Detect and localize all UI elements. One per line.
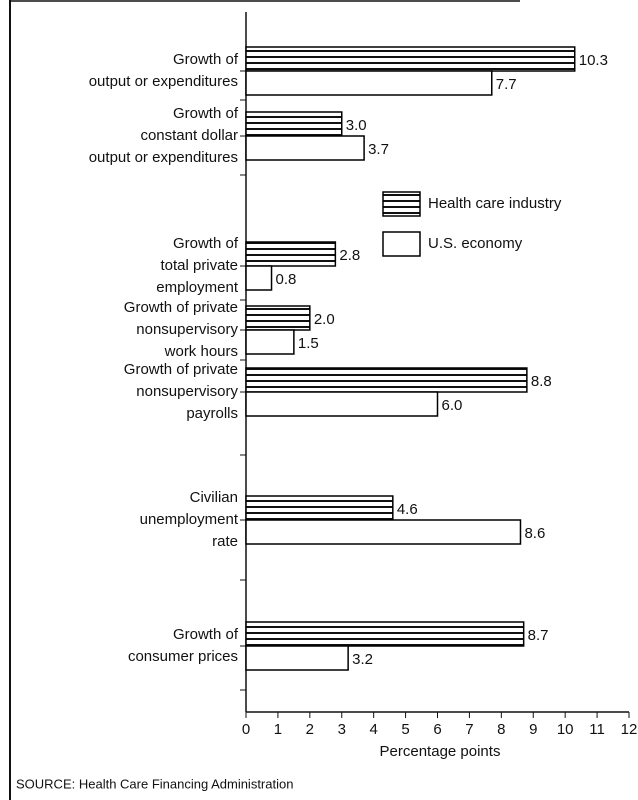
- category-label: payrolls: [186, 405, 238, 422]
- bar: [245, 111, 343, 137]
- category-label: work hours: [164, 343, 238, 360]
- category-label: Growth of: [173, 235, 239, 252]
- value-label: 3.2: [352, 651, 373, 668]
- category-label: nonsupervisory: [136, 321, 238, 338]
- value-label: 8.7: [528, 627, 549, 644]
- bar: [245, 621, 525, 647]
- category-label: Growth of: [173, 51, 239, 68]
- bar: [245, 519, 522, 545]
- category-label: Growth of private: [124, 299, 238, 316]
- value-label: 4.6: [397, 501, 418, 518]
- legend-swatch: [382, 191, 421, 217]
- value-label: 6.0: [442, 397, 463, 414]
- x-tick-label: 3: [338, 721, 346, 738]
- value-label: 8.6: [524, 525, 545, 542]
- value-label: 2.0: [314, 311, 335, 328]
- category-label: Growth of private: [124, 361, 238, 378]
- category-label: total private: [160, 257, 238, 274]
- category-label: output or expenditures: [89, 73, 238, 90]
- x-axis-title: Percentage points: [380, 743, 501, 760]
- x-tick-label: 11: [589, 721, 605, 738]
- bar: [245, 135, 365, 161]
- bar: [245, 645, 349, 671]
- x-tick-label: 8: [497, 721, 505, 738]
- bar: [245, 46, 576, 72]
- x-tick-label: 6: [433, 721, 441, 738]
- x-tick-label: 1: [274, 721, 282, 738]
- bar: [245, 70, 493, 96]
- bar: [245, 265, 273, 291]
- value-label: 8.8: [531, 373, 552, 390]
- category-label: employment: [156, 279, 239, 296]
- value-label: 3.7: [368, 141, 389, 158]
- x-tick-label: 9: [529, 721, 537, 738]
- x-tick-label: 12: [621, 721, 638, 738]
- category-label: Civilian: [190, 489, 238, 506]
- legend-label: U.S. economy: [428, 235, 523, 252]
- bar: [245, 391, 439, 417]
- x-tick-label: 5: [401, 721, 409, 738]
- value-label: 3.0: [346, 117, 367, 134]
- category-label: unemployment: [140, 511, 239, 528]
- category-label: constant dollar: [140, 127, 238, 144]
- category-label: Growth of: [173, 626, 239, 643]
- x-tick-label: 4: [369, 721, 377, 738]
- x-tick-label: 0: [242, 721, 250, 738]
- category-label: rate: [212, 533, 238, 550]
- category-label: Growth of: [173, 105, 239, 122]
- category-label: output or expenditures: [89, 149, 238, 166]
- legend-swatch: [382, 231, 421, 257]
- value-label: 7.7: [496, 76, 517, 93]
- x-tick-label: 7: [465, 721, 473, 738]
- bar: [245, 305, 311, 331]
- x-tick-label: 10: [557, 721, 574, 738]
- category-label: nonsupervisory: [136, 383, 238, 400]
- value-label: 1.5: [298, 335, 319, 352]
- bar: [245, 329, 295, 355]
- bar: [245, 495, 394, 521]
- bar: [245, 367, 528, 393]
- value-label: 2.8: [339, 247, 360, 264]
- category-label: consumer prices: [128, 648, 238, 665]
- x-tick-label: 2: [306, 721, 314, 738]
- source-note: SOURCE: Health Care Financing Administra…: [16, 776, 293, 791]
- value-label: 0.8: [276, 271, 297, 288]
- legend-label: Health care industry: [428, 195, 562, 212]
- value-label: 10.3: [579, 52, 608, 69]
- bar: [245, 241, 337, 267]
